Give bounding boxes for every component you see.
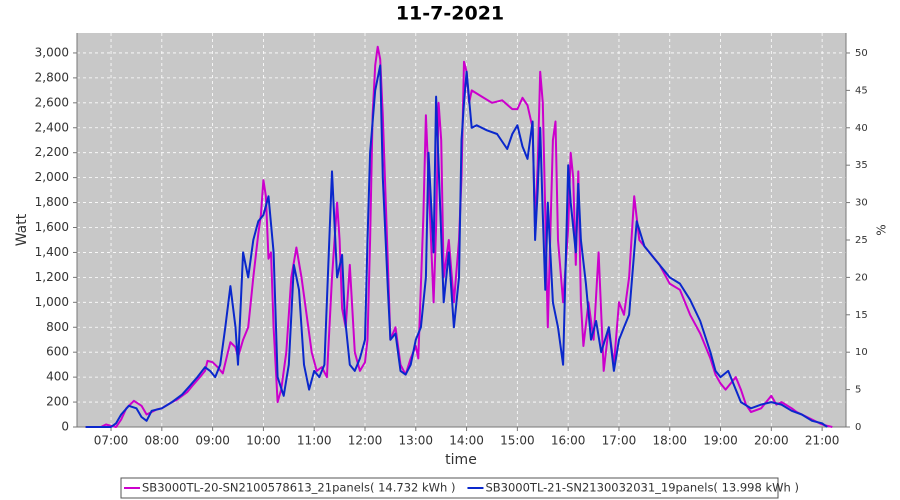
x-tick-label: 12:00 — [348, 434, 383, 448]
x-tick-label: 17:00 — [602, 434, 637, 448]
y2-tick-label: 25 — [855, 235, 868, 246]
chart-title: 11-7-2021 — [396, 3, 504, 25]
plot-area — [77, 33, 846, 427]
y-axis-label: Watt — [14, 213, 30, 246]
y-tick-label: 2,000 — [35, 170, 69, 184]
legend-label: SB3000TL-20-SN2100578613_21panels( 14.73… — [142, 481, 455, 495]
y2-tick-label: 40 — [855, 123, 868, 134]
x-tick-label: 08:00 — [145, 434, 180, 448]
y2-tick-label: 10 — [855, 347, 868, 358]
legend-box — [120, 477, 779, 499]
legend-label: SB3000TL-21-SN2130032031_19panels( 13.99… — [485, 481, 798, 495]
y-tick-label: 200 — [46, 395, 69, 409]
y-tick-label: 1,600 — [35, 220, 69, 234]
y-tick-label: 2,200 — [35, 145, 69, 159]
y-tick-label: 1,400 — [35, 245, 69, 259]
y2-tick-label: 50 — [855, 48, 868, 59]
y2-tick-label: 45 — [855, 85, 868, 96]
x-tick-label: 18:00 — [652, 434, 687, 448]
y-tick-label: 1,200 — [35, 270, 69, 284]
y2-tick-label: 5 — [855, 385, 861, 396]
y2-tick-label: 0 — [855, 422, 861, 433]
y-tick-label: 600 — [46, 345, 69, 359]
y2-tick-label: 15 — [855, 310, 868, 321]
series-line — [85, 45, 833, 428]
y-tick-label: 800 — [46, 320, 69, 334]
y-tick-label: 2,800 — [35, 70, 69, 84]
x-tick-label: 19:00 — [703, 434, 738, 448]
x-tick-label: 20:00 — [754, 434, 789, 448]
y2-tick-label: 35 — [855, 160, 868, 171]
x-tick-label: 21:00 — [805, 434, 840, 448]
y2-tick-label: 20 — [855, 272, 868, 283]
x-tick-label: 13:00 — [398, 434, 433, 448]
y-tick-label: 2,600 — [35, 95, 69, 109]
y-tick-label: 1,000 — [35, 295, 69, 309]
x-tick-label: 15:00 — [500, 434, 535, 448]
x-tick-label: 11:00 — [297, 434, 332, 448]
y-tick-label: 1,800 — [35, 195, 69, 209]
y-tick-label: 3,000 — [35, 45, 69, 59]
series-line — [85, 64, 828, 428]
y-tick-label: 2,400 — [35, 120, 69, 134]
x-tick-label: 09:00 — [195, 434, 230, 448]
y-tick-label: 0 — [61, 420, 69, 434]
y2-tick-label: 30 — [855, 198, 868, 209]
x-axis-label: time — [445, 452, 477, 468]
x-tick-label: 07:00 — [94, 434, 129, 448]
x-tick-label: 14:00 — [449, 434, 484, 448]
y-tick-label: 400 — [46, 370, 69, 384]
y2-axis-label: % — [875, 224, 889, 235]
x-tick-label: 10:00 — [246, 434, 281, 448]
x-tick-label: 16:00 — [551, 434, 586, 448]
